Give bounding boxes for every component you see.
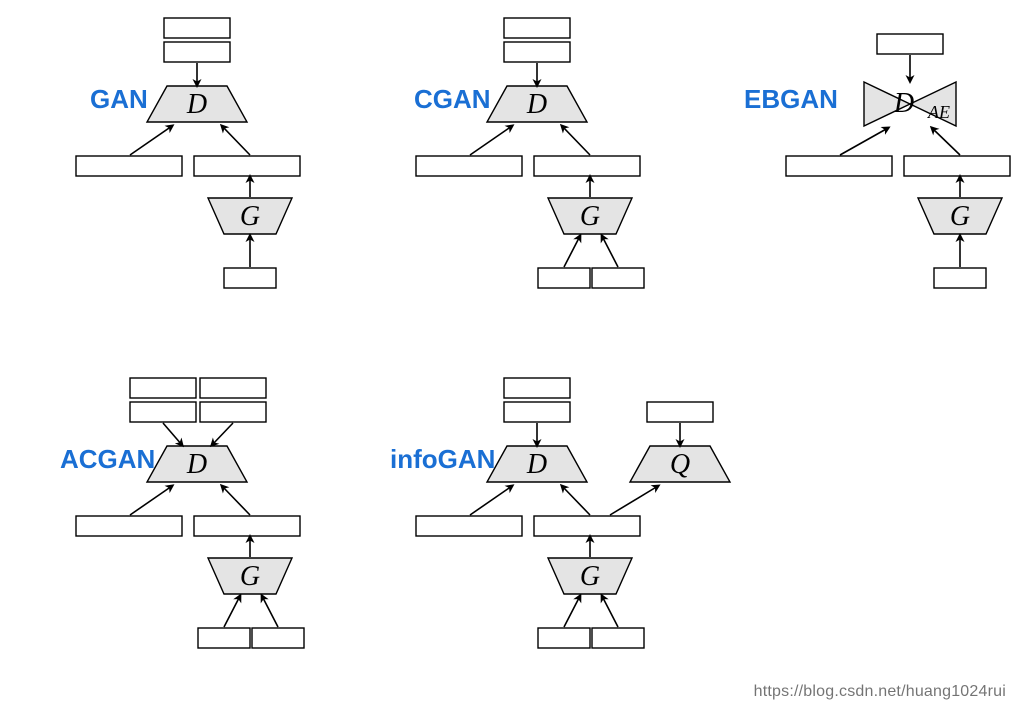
data-box [194, 156, 300, 176]
diagram-title: infoGAN [390, 444, 495, 474]
data-box [200, 402, 266, 422]
flow-arrow [562, 126, 590, 155]
d-bowtie-sub: AE [927, 102, 950, 122]
data-box [592, 268, 644, 288]
diagram-title: ACGAN [60, 444, 155, 474]
discriminator-trapezoid-label: D [186, 89, 207, 120]
flow-arrow [163, 423, 182, 445]
data-box [534, 516, 640, 536]
data-box [538, 628, 590, 648]
data-box [130, 402, 196, 422]
data-box [200, 378, 266, 398]
data-box [504, 378, 570, 398]
diagram-title: EBGAN [744, 84, 838, 114]
data-box [224, 268, 276, 288]
flow-arrow [610, 486, 658, 515]
flow-arrow [222, 126, 250, 155]
discriminator-trapezoid-label: D [526, 89, 547, 120]
data-box [504, 402, 570, 422]
generator-trapezoid-label: G [950, 201, 970, 232]
data-box [904, 156, 1010, 176]
data-box [534, 156, 640, 176]
data-box [592, 628, 644, 648]
flow-arrow [602, 236, 618, 267]
flow-arrow [562, 486, 590, 515]
data-box [76, 516, 182, 536]
diagram-acgan: ACGAN D G [60, 378, 304, 648]
flow-arrow [564, 596, 580, 627]
data-box [252, 628, 304, 648]
flow-arrow [262, 596, 278, 627]
data-box [504, 18, 570, 38]
data-box [504, 42, 570, 62]
generator-trapezoid-label: G [580, 201, 600, 232]
d-bowtie-label: D [893, 88, 914, 119]
diagram-gan: GAN D G [76, 18, 300, 288]
flow-arrow [130, 126, 172, 155]
diagram-ebgan: EBGAN D AE G [744, 34, 1010, 288]
data-box [130, 378, 196, 398]
flow-arrow [564, 236, 580, 267]
data-box [76, 156, 182, 176]
data-box [786, 156, 892, 176]
diagram-cgan: CGAN D G [414, 18, 644, 288]
generator-trapezoid-label: G [240, 561, 260, 592]
gan-architectures-figure: GAN D G CGAN D G EBGAN D AE G ACGAN D GinfoGAN D Q G [0, 0, 1024, 711]
generator-trapezoid-label: G [580, 561, 600, 592]
diagram-title: GAN [90, 84, 148, 114]
flow-arrow [222, 486, 250, 515]
discriminator-trapezoid-label: D [526, 449, 547, 480]
watermark-text: https://blog.csdn.net/huang1024rui [754, 683, 1006, 701]
flow-arrow [602, 596, 618, 627]
q-trapezoid-label: Q [670, 449, 690, 480]
flow-arrow [212, 423, 233, 445]
data-box [164, 42, 230, 62]
data-box [877, 34, 943, 54]
diagram-infogan: infoGAN D Q G [390, 378, 730, 648]
flow-arrow [470, 126, 512, 155]
diagram-title: CGAN [414, 84, 491, 114]
discriminator-trapezoid-label: D [186, 449, 207, 480]
data-box [198, 628, 250, 648]
data-box [416, 156, 522, 176]
data-box [647, 402, 713, 422]
flow-arrow [932, 128, 960, 155]
data-box [164, 18, 230, 38]
flow-arrow [840, 128, 888, 155]
generator-trapezoid-label: G [240, 201, 260, 232]
data-box [194, 516, 300, 536]
flow-arrow [130, 486, 172, 515]
flow-arrow [224, 596, 240, 627]
data-box [416, 516, 522, 536]
flow-arrow [470, 486, 512, 515]
data-box [538, 268, 590, 288]
data-box [934, 268, 986, 288]
